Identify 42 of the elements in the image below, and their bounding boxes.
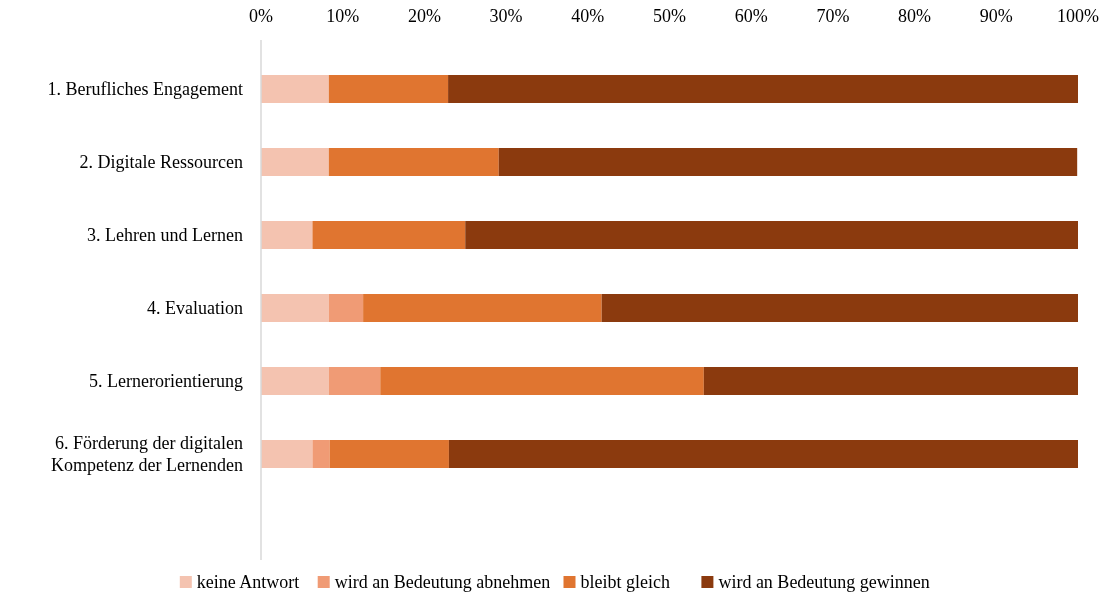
x-tick-label: 40%: [571, 6, 605, 26]
y-tick-label: 2. Digitale Ressourcen: [79, 152, 243, 172]
x-tick-label: 20%: [407, 6, 441, 26]
legend-label: wird an Bedeutung gewinnen: [718, 572, 930, 592]
bar: [261, 294, 329, 322]
legend-label: keine Antwort: [196, 572, 300, 592]
bar: [448, 75, 1078, 103]
bar: [328, 367, 381, 395]
bar: [703, 367, 1078, 395]
bar: [363, 294, 602, 322]
bar: [498, 148, 1078, 176]
legend-label: wird an Bedeutung abnehmen: [334, 572, 551, 592]
y-tick-label: 4. Evaluation: [147, 298, 243, 318]
bar: [380, 367, 704, 395]
bar: [328, 75, 449, 103]
y-tick-label: 5. Lernerorientierung: [89, 371, 243, 391]
x-tick-label: 80%: [898, 6, 932, 26]
legend-label: bleibt gleich: [580, 572, 670, 592]
x-tick-label: 100%: [1057, 6, 1099, 26]
bar: [261, 367, 329, 395]
bar: [312, 221, 466, 249]
x-tick-label: 60%: [734, 6, 768, 26]
bar: [601, 294, 1078, 322]
bar: [465, 221, 1078, 249]
bar: [261, 75, 329, 103]
bar: [329, 440, 449, 468]
y-tick-label: 3. Lehren und Lernen: [87, 225, 243, 245]
bar: [261, 221, 313, 249]
y-tick-label: 6. Förderung der digitalen Kompetenz der Lernenden: [51, 433, 243, 475]
x-tick-label: 70%: [816, 6, 850, 26]
bar: [328, 294, 364, 322]
x-tick-label: 30%: [489, 6, 523, 26]
y-tick-label: 1. Berufliches Engagement: [47, 79, 243, 99]
bar: [328, 148, 499, 176]
x-tick-label: 10%: [326, 6, 360, 26]
x-tick-label: 90%: [979, 6, 1013, 26]
bar: [261, 148, 329, 176]
bar: [448, 440, 1078, 468]
x-tick-label: 50%: [653, 6, 686, 26]
bar: [312, 440, 330, 468]
bar: [261, 440, 313, 468]
x-tick-label: 0%: [249, 6, 273, 26]
